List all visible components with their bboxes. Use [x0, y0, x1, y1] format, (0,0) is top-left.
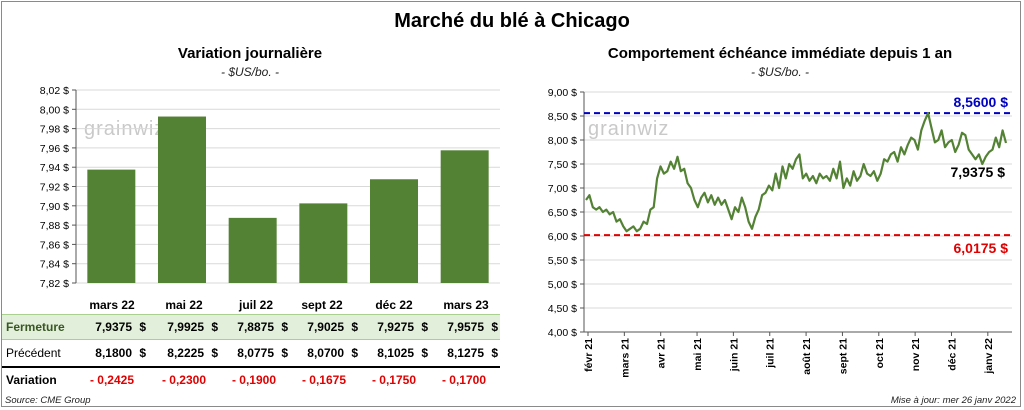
x-tick-label: mai 21: [692, 338, 704, 371]
bar: [158, 116, 206, 283]
variation-cell: - 0,2425: [89, 373, 135, 387]
bar: [87, 169, 136, 283]
variation-cell: - 0,1900: [231, 373, 277, 387]
right-chart-unit: - $US/bo. -: [750, 65, 810, 79]
x-tick-label: janv 22: [983, 338, 995, 375]
y-tick-label: 8,02 $: [40, 85, 69, 97]
y-tick-label: 5,00 $: [548, 279, 577, 291]
y-tick-label: 4,00 $: [548, 327, 577, 339]
update-note: Mise à jour: mer 26 janv 2022: [890, 395, 1016, 406]
left-chart-unit: - $US/bo. -: [220, 65, 280, 79]
bar: [370, 179, 418, 283]
x-tick-label: nov 21: [910, 338, 922, 371]
precedent-row: Précédent 8,1800 $ 8,2225 $ 8,0775 $ 8,0700…: [6, 346, 498, 360]
x-tick-label: oct 21: [874, 338, 886, 369]
page-title: Marché du blé à Chicago: [394, 10, 630, 32]
left-chart-title: Variation journalière: [177, 45, 323, 62]
variation-cell: - 0,1750: [371, 373, 417, 387]
variation-row: Variation - 0,2425 - 0,2300 - 0,1900 - 0…: [2, 368, 500, 392]
cat-label: juil 22: [238, 298, 273, 312]
high-label: 8,5600 $: [954, 94, 1009, 110]
y-tick-label: 7,82 $: [40, 278, 69, 290]
x-tick-label: août 21: [801, 338, 813, 375]
y-tick-label: 6,00 $: [548, 231, 577, 243]
right-chart-title: Comportement échéance immédiate depuis 1…: [607, 45, 953, 62]
y-tick-label: 8,00 $: [40, 104, 69, 116]
cat-label: mai 22: [165, 298, 203, 312]
y-tick-label: 7,98 $: [40, 124, 69, 136]
bar: [228, 217, 277, 283]
x-tick-label: sept 21: [837, 338, 849, 374]
y-tick-label: 8,00 $: [548, 135, 577, 147]
variation-label: Variation: [6, 373, 57, 387]
precedent-label: Précédent: [6, 346, 61, 360]
variation-cell: - 0,2300: [161, 373, 207, 387]
cat-label: sept 22: [301, 298, 343, 312]
y-tick-label: 7,88 $: [40, 220, 69, 232]
variation-cell: - 0,1700: [441, 373, 487, 387]
x-tick-label: déc 21: [946, 338, 958, 371]
y-tick-label: 7,50 $: [548, 159, 577, 171]
x-tick-label: mars 21: [619, 338, 631, 378]
x-tick-label: juin 21: [728, 338, 740, 372]
fermeture-label: Fermeture: [6, 320, 65, 334]
x-tick-label: avr 21: [656, 338, 668, 369]
cat-label: mars 22: [89, 298, 135, 312]
y-tick-label: 7,00 $: [548, 183, 577, 195]
low-label: 6,0175 $: [954, 240, 1009, 256]
variation-cell: - 0,1675: [301, 373, 347, 387]
cat-label: déc 22: [375, 298, 413, 312]
y-tick-label: 6,50 $: [548, 207, 577, 219]
fermeture-row: Fermeture 7,9375 $ 7,9925 $ 7,8875 $ 7,9025…: [2, 314, 500, 340]
bar: [440, 150, 489, 283]
y-tick-label: 7,84 $: [40, 259, 69, 271]
cat-label: mars 23: [443, 298, 489, 312]
y-tick-label: 5,50 $: [548, 255, 577, 267]
y-tick-label: 9,00 $: [548, 87, 577, 99]
y-tick-label: 7,92 $: [40, 182, 69, 194]
x-tick-label: févr 21: [583, 338, 595, 372]
last-price-label: 7,9375 $: [951, 164, 1006, 180]
y-tick-label: 7,96 $: [40, 143, 69, 155]
bar: [299, 203, 348, 283]
y-tick-label: 4,50 $: [548, 303, 577, 315]
y-tick-label: 7,94 $: [40, 162, 69, 174]
y-tick-label: 7,86 $: [40, 239, 69, 251]
x-tick-label: juil 21: [765, 338, 777, 369]
y-tick-label: 8,50 $: [548, 111, 577, 123]
source-note: Source: CME Group: [5, 395, 91, 406]
y-tick-label: 7,90 $: [40, 201, 69, 213]
right-watermark: grainwiz: [588, 118, 670, 140]
price-series: [585, 112, 1008, 233]
table-divider: [2, 366, 500, 368]
